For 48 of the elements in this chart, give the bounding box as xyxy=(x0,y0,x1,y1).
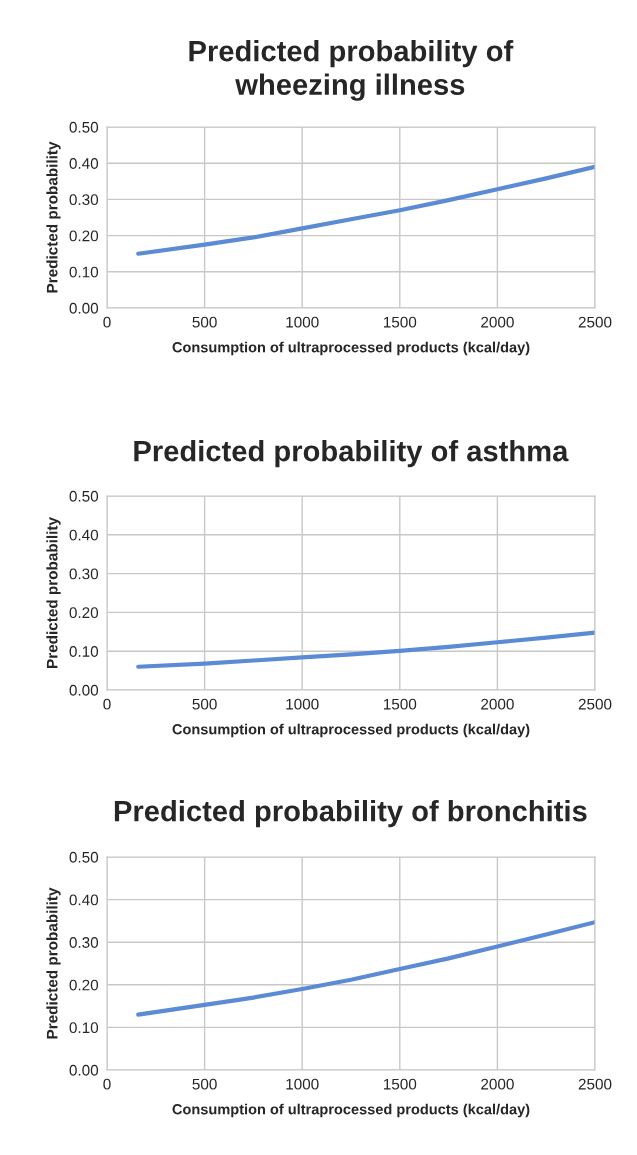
line-series xyxy=(136,630,595,669)
x-tick-label: 500 xyxy=(192,698,217,710)
y-tick-label: 0.40 xyxy=(69,894,99,906)
y-tick-label: 0.00 xyxy=(69,684,99,696)
x-tick-label: 2000 xyxy=(481,698,514,710)
x-axis-title: Consumption of ultraprocessed products (kcal/day) xyxy=(172,341,530,356)
line-series xyxy=(136,920,595,1017)
y-axis-title: Predicted probability xyxy=(46,517,61,668)
y-tick-label: 0.50 xyxy=(69,490,99,502)
x-tick-label: 1000 xyxy=(286,1078,319,1090)
y-tick-label: 0.50 xyxy=(69,121,99,133)
x-tick-label: 2000 xyxy=(481,1078,514,1090)
y-tick-label: 0.40 xyxy=(69,158,99,169)
y-tick-label: 0.20 xyxy=(69,979,99,991)
x-axis-title: Consumption of ultraprocessed products (kcal/day) xyxy=(172,1103,530,1118)
x-axis-title: Consumption of ultraprocessed products (kcal/day) xyxy=(172,723,530,738)
x-tick-label: 1000 xyxy=(286,698,319,710)
x-tick-label: 1500 xyxy=(383,698,417,710)
line-series xyxy=(136,164,595,256)
y-tick-label: 0.20 xyxy=(69,230,99,242)
y-tick-label: 0.10 xyxy=(69,266,99,278)
x-tick-label: 0 xyxy=(103,1078,111,1090)
x-tick-label: 2000 xyxy=(481,316,514,328)
x-tick-label: 500 xyxy=(192,316,217,328)
y-tick-label: 0.30 xyxy=(69,937,99,948)
x-tick-label: 2500 xyxy=(578,1078,612,1090)
x-tick-label: 1500 xyxy=(383,1078,417,1090)
y-tick-label: 0.50 xyxy=(69,851,99,863)
x-tick-label: 2500 xyxy=(578,698,612,710)
chart-title: Predicted probability of asthma xyxy=(134,440,569,468)
y-tick-label: 0.00 xyxy=(69,302,99,314)
x-tick-label: 1500 xyxy=(383,316,417,328)
y-axis-title: Predicted probability xyxy=(46,141,61,293)
x-tick-label: 2500 xyxy=(578,316,612,328)
y-tick-label: 0.30 xyxy=(69,194,99,206)
x-tick-label: 0 xyxy=(103,316,111,328)
x-tick-label: 500 xyxy=(192,1078,217,1090)
y-tick-label: 0.20 xyxy=(69,607,99,619)
y-tick-label: 0.10 xyxy=(69,1022,99,1034)
x-tick-label: 0 xyxy=(103,698,111,710)
y-axis-title: Predicted probability xyxy=(46,887,61,1039)
y-tick-label: 0.10 xyxy=(69,646,99,657)
y-tick-label: 0.00 xyxy=(69,1064,99,1076)
chart-title: Predicted probability of bronchitis xyxy=(114,800,587,828)
y-tick-label: 0.40 xyxy=(69,529,99,541)
x-tick-label: 1000 xyxy=(286,316,319,328)
y-tick-label: 0.30 xyxy=(69,568,99,580)
chart-title: Predicted probability of wheezing illness xyxy=(189,40,514,101)
